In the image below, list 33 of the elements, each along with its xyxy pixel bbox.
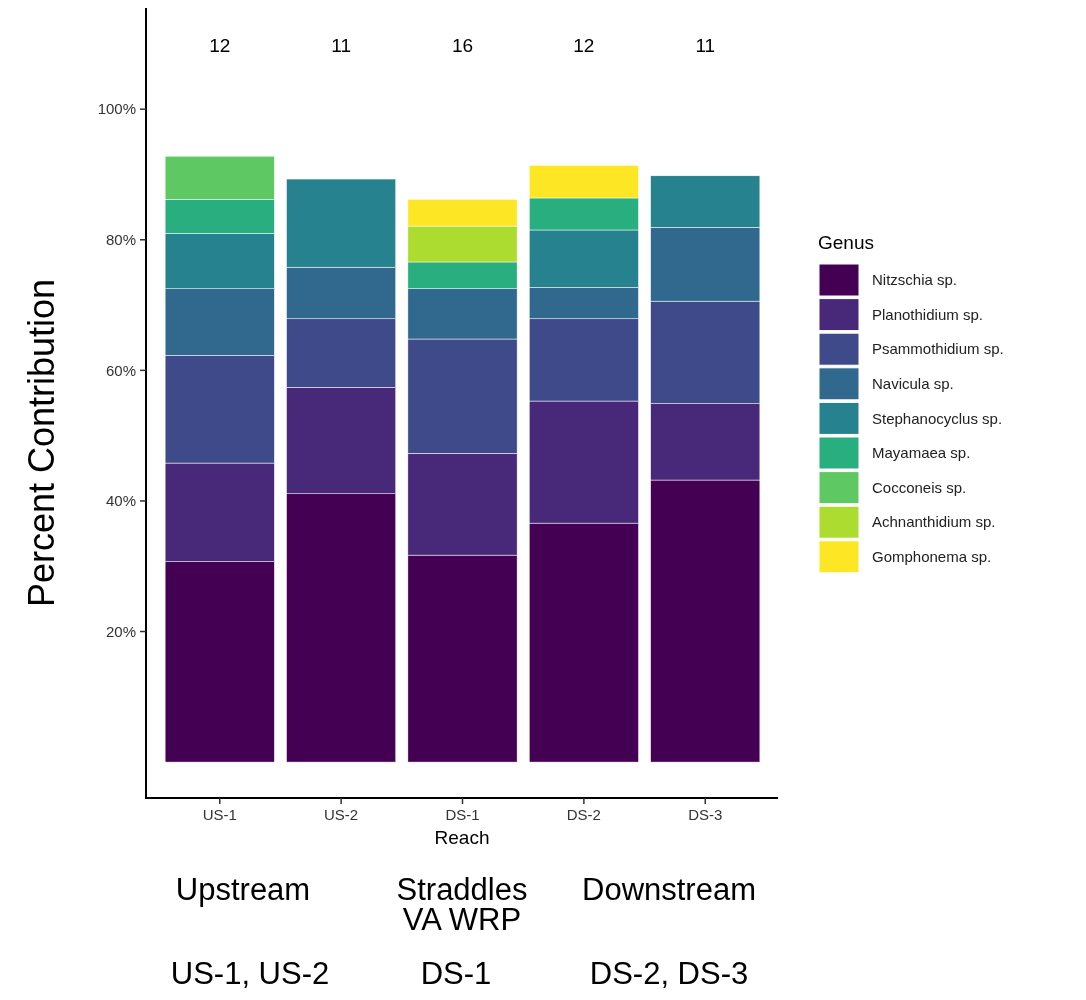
y-axis-title: Percent Contribution <box>21 278 62 608</box>
legend-label: Psammothidium sp. <box>872 340 1004 358</box>
x-axis-title: Reach <box>434 827 490 848</box>
legend-label: Cocconeis sp. <box>872 478 967 496</box>
legend-label: Mayamaea sp. <box>872 444 971 462</box>
text: Downstream <box>582 872 756 907</box>
legend-title: Genus <box>818 232 874 253</box>
x-tick-label: US-2 <box>324 806 359 823</box>
text: Upstream <box>175 872 311 907</box>
y-tick-label: 60% <box>105 361 136 379</box>
x-tick-label: DS-2 <box>566 806 601 823</box>
legend-label: Nitzschia sp. <box>872 271 958 289</box>
annotation: 12 <box>209 34 231 56</box>
x-tick-label: US-1 <box>202 806 237 823</box>
legend-label: Stephanocyclus sp. <box>872 409 1003 427</box>
text: DS-2, DS-3 <box>589 956 749 991</box>
y-tick-label: 80% <box>105 231 136 249</box>
legend-label: Gomphonema sp. <box>872 548 992 566</box>
x-tick-label: DS-3 <box>688 806 723 823</box>
legend-label: Navicula sp. <box>872 375 954 393</box>
annotation: 11 <box>695 34 716 56</box>
y-tick-label: 40% <box>105 492 136 510</box>
text: Straddles VA WRP <box>396 872 528 937</box>
annotation: 16 <box>451 34 474 56</box>
y-tick-label: 20% <box>105 622 136 640</box>
annotation: 12 <box>573 34 595 56</box>
legend-label: Achnanthidium sp. <box>872 513 996 531</box>
text: US-1, US-2 <box>170 956 330 991</box>
x-tick-label: DS-1 <box>445 806 480 823</box>
text: DS-1 <box>420 956 492 991</box>
annotation: 11 <box>331 34 351 56</box>
legend-label: Planothidium sp. <box>872 305 983 323</box>
y-tick-label: 100% <box>97 100 136 118</box>
